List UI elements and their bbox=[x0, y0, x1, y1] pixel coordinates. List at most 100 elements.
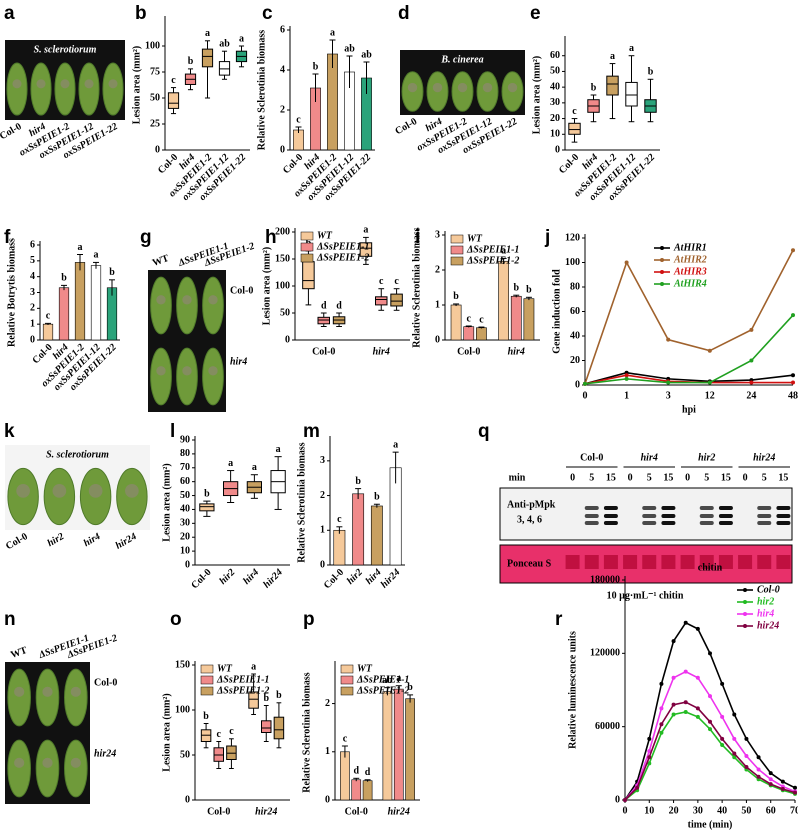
point bbox=[708, 727, 712, 732]
y-tick-label: 0 bbox=[285, 334, 290, 345]
box bbox=[317, 316, 330, 325]
y-tick-label: 75 bbox=[150, 66, 160, 77]
lesion bbox=[14, 757, 25, 768]
leaf bbox=[176, 347, 198, 406]
box bbox=[390, 293, 403, 307]
leaf bbox=[7, 668, 31, 727]
bar bbox=[58, 287, 70, 341]
x-tick-label: hir4 bbox=[241, 567, 261, 587]
y-axis-label: Lesion area (mm²) bbox=[161, 693, 172, 771]
legend-label: ΔSsPEIE1-1 bbox=[356, 674, 409, 685]
y-tick-label: 0 bbox=[555, 144, 560, 155]
photo-label: hir24 bbox=[114, 531, 139, 552]
lesion bbox=[156, 366, 166, 376]
point bbox=[695, 626, 700, 631]
x-tick-label: 24 bbox=[746, 390, 756, 401]
x-tick-label: 0 bbox=[623, 805, 628, 816]
x-tick-label: Col-0 bbox=[457, 346, 480, 357]
band bbox=[603, 514, 618, 518]
ponceau-band bbox=[738, 555, 753, 569]
leaf bbox=[30, 62, 52, 116]
legend-label: ΔSsPEIE1-1 bbox=[216, 674, 269, 685]
x-tick-label: hir24 bbox=[388, 806, 410, 817]
y-tick-label: 0 bbox=[320, 559, 325, 570]
photo-label: WT bbox=[9, 645, 29, 661]
box bbox=[606, 75, 619, 96]
photo-label: Col-0 bbox=[94, 678, 117, 689]
point bbox=[659, 706, 664, 711]
bar bbox=[42, 323, 54, 341]
ponceau-band bbox=[680, 555, 695, 569]
legend-label: ΔSsPEIE1-2 bbox=[316, 252, 369, 263]
significance-letter: c bbox=[394, 276, 399, 287]
photo-title: B. cinerea bbox=[440, 54, 483, 65]
band bbox=[757, 514, 772, 518]
box bbox=[201, 48, 214, 68]
blot-group: hir2 bbox=[698, 452, 715, 463]
blot-time: 15 bbox=[606, 472, 616, 483]
y-tick-label: 150 bbox=[275, 253, 290, 264]
significance-letter: b bbox=[313, 61, 319, 72]
panel-letter: n bbox=[4, 609, 16, 630]
y-tick-label: 10 bbox=[550, 129, 560, 140]
legend-label: ΔSsPEIE1-2 bbox=[466, 255, 519, 266]
y-tick-label: 1 bbox=[325, 746, 330, 757]
photo-title: S. sclerotiorum bbox=[46, 449, 109, 460]
y-tick-label: 0 bbox=[30, 334, 35, 345]
significance-letter: b bbox=[591, 82, 597, 93]
y-tick-label: 180000 bbox=[590, 574, 620, 585]
significance-letter: c bbox=[296, 114, 301, 125]
legend-swatch bbox=[340, 686, 354, 696]
ponceau-band bbox=[642, 555, 657, 569]
point bbox=[624, 373, 629, 378]
x-tick-label: Col-0 bbox=[322, 567, 346, 591]
lesion bbox=[14, 686, 25, 697]
y-axis-label: Gene induction fold bbox=[551, 269, 562, 354]
box bbox=[625, 81, 638, 107]
significance-letter: b bbox=[276, 690, 282, 701]
y-tick-label: 100 bbox=[175, 704, 190, 715]
box bbox=[273, 716, 285, 740]
panel-letter: g bbox=[140, 227, 152, 248]
y-tick-label: 50 bbox=[180, 490, 190, 501]
band bbox=[584, 514, 599, 518]
bar bbox=[90, 265, 102, 341]
leaf bbox=[102, 62, 124, 116]
leaf bbox=[150, 347, 172, 406]
box bbox=[375, 296, 388, 306]
bar bbox=[333, 529, 346, 566]
chart-title: chitin bbox=[698, 562, 723, 573]
legend-label: WT bbox=[357, 663, 373, 674]
y-tick-label: 4 bbox=[30, 271, 35, 282]
significance-letter: b bbox=[648, 67, 654, 78]
point bbox=[659, 722, 664, 727]
ponceau-band bbox=[776, 555, 791, 569]
y-tick-label: 2 bbox=[320, 490, 325, 501]
point bbox=[707, 380, 712, 385]
lesion bbox=[16, 484, 30, 498]
y-tick-label: 40 bbox=[550, 81, 560, 92]
y-tick-label: 3 bbox=[320, 455, 325, 466]
x-tick-label: 1 bbox=[624, 390, 629, 401]
significance-letter: b bbox=[407, 682, 413, 693]
band bbox=[661, 506, 676, 510]
ponceau-band bbox=[565, 555, 580, 569]
significance-letter: b bbox=[61, 273, 67, 284]
bar bbox=[393, 688, 404, 801]
y-tick-label: 0 bbox=[325, 794, 330, 805]
box bbox=[218, 61, 231, 76]
legend-swatch bbox=[200, 686, 214, 696]
y-axis-label: Relative Botrytis biomass bbox=[6, 238, 17, 347]
x-tick-label: Col-0 bbox=[557, 152, 581, 176]
band bbox=[603, 521, 618, 525]
point bbox=[732, 712, 737, 717]
y-tick-label: 100 bbox=[275, 280, 290, 291]
lesion bbox=[70, 686, 81, 697]
x-tick-label: hir2 bbox=[345, 567, 365, 587]
point bbox=[780, 779, 785, 784]
point bbox=[768, 777, 773, 782]
treatment: 10 µg·mL⁻¹ chitin bbox=[607, 590, 684, 601]
point bbox=[744, 754, 749, 758]
legend-marker bbox=[743, 624, 747, 628]
legend-label: ΔSsPEIE1-2 bbox=[356, 685, 409, 696]
